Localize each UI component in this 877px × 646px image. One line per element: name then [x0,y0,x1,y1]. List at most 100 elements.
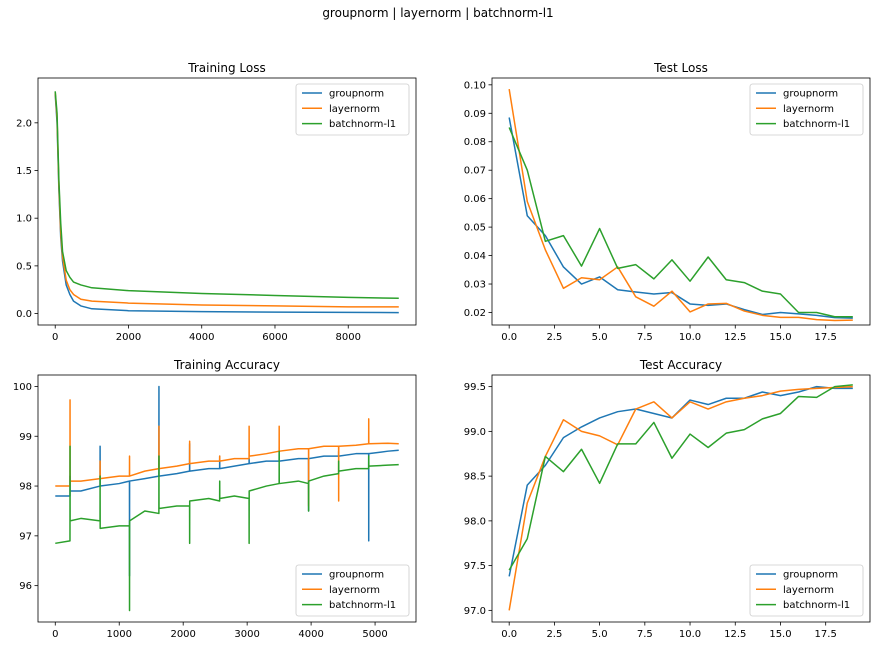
test-accuracy-xtick-label: 0.0 [501,629,517,640]
test-loss-xtick-label: 2.5 [546,332,562,343]
training-accuracy-ytick-label: 97 [19,531,32,542]
training-accuracy-axes-frame [37,374,417,623]
figure-title: groupnorm | layernorm | batchnorm-l1 [322,6,553,20]
training-loss-legend-label-groupnorm: groupnorm [329,89,384,100]
test-accuracy-xtick-label: 15.0 [769,629,791,640]
test-loss-xtick-label: 15.0 [769,332,791,343]
test-loss-ytick-label: 0.05 [464,223,486,234]
training-accuracy-xtick-label: 0 [52,629,58,640]
training-loss-ytick-label: 1.5 [16,166,32,177]
test-loss-series-group [508,88,853,322]
training-accuracy-series-group [55,385,399,612]
test-accuracy-line-groupnorm [508,385,853,577]
training-loss-axes-frame [37,77,417,326]
test-accuracy-legend-box [749,564,864,617]
test-loss-xtick-label: 12.5 [724,332,746,343]
test-loss-legend-box [749,83,864,136]
test-loss-legend-label-batchnorm-l1: batchnorm-l1 [783,119,850,130]
test-loss-axes-frame [491,77,871,326]
test-accuracy-xtick-label: 17.5 [815,629,837,640]
test-accuracy-series-group [508,384,853,611]
training-accuracy-ytick-label: 98 [19,482,32,493]
training-loss-ytick-label: 0.5 [16,261,32,272]
test-loss-legend: groupnorm layernorm batchnorm-l1 [749,83,864,136]
training-accuracy-line-layernorm [55,399,399,507]
test-loss-xtick-label: 7.5 [637,332,653,343]
training-loss-legend-box [295,83,410,136]
training-accuracy-ytick-label: 100 [13,382,32,393]
test-loss-legend-label-layernorm: layernorm [783,104,834,115]
training-accuracy-xtick-label: 3000 [234,629,259,640]
training-accuracy-legend-label-batchnorm-l1: batchnorm-l1 [329,600,396,611]
test-loss-ytick-label: 0.04 [464,251,486,262]
test-loss-xtick-label: 5.0 [592,332,608,343]
training-accuracy-panel: Training Accuracy 0 1000 2000 3000 4000 5000 96… [13,358,417,640]
test-loss-line-layernorm [508,88,853,322]
test-accuracy-legend: groupnorm layernorm batchnorm-l1 [749,564,864,617]
training-accuracy-ytick-label: 96 [19,581,32,592]
test-loss-ytick-label: 0.08 [464,137,486,148]
test-accuracy-panel: Test Accuracy 0.0 2.5 5.0 7.5 10.0 12.5 15.0 17.… [464,358,871,640]
training-loss-xtick-label: 2000 [116,332,141,343]
test-accuracy-axes-frame [491,374,871,623]
test-accuracy-ytick-label: 99.0 [464,427,486,438]
training-accuracy-title: Training Accuracy [173,358,280,372]
training-loss-ytick-label: 2.0 [16,118,32,129]
test-loss-ytick-label: 0.02 [464,308,486,319]
training-loss-line-batchnorm-l1 [54,91,399,300]
test-accuracy-xtick-label: 7.5 [637,629,653,640]
training-accuracy-legend-label-layernorm: layernorm [329,585,380,596]
test-accuracy-xtick-label: 10.0 [679,629,701,640]
test-loss-ytick-label: 0.03 [464,280,486,291]
test-loss-ytick-label: 0.09 [464,109,486,120]
training-accuracy-line-batchnorm-l1 [55,445,399,612]
training-loss-legend-label-layernorm: layernorm [329,104,380,115]
test-accuracy-xtick-label: 2.5 [546,629,562,640]
training-accuracy-line-groupnorm [55,385,399,577]
test-accuracy-line-batchnorm-l1 [508,384,853,571]
test-accuracy-line-layernorm [508,385,853,611]
training-loss-xtick-label: 8000 [336,332,361,343]
training-accuracy-xtick-label: 2000 [170,629,195,640]
test-loss-line-groupnorm [508,117,853,319]
test-accuracy-ytick-label: 98.0 [464,516,486,527]
test-accuracy-xtick-label: 5.0 [592,629,608,640]
training-loss-legend: groupnorm layernorm batchnorm-l1 [295,83,410,136]
training-loss-legend-label-batchnorm-l1: batchnorm-l1 [329,119,396,130]
test-loss-ytick-label: 0.10 [464,80,486,91]
training-loss-panel: Training Loss 0 2000 4000 6000 8000 0.0 0.5 1.0 1… [16,61,417,343]
test-loss-xtick-label: 17.5 [815,332,837,343]
test-loss-ytick-label: 0.07 [464,166,486,177]
test-loss-legend-label-groupnorm: groupnorm [783,89,838,100]
test-accuracy-ytick-label: 97.5 [464,561,486,572]
training-loss-xtick-label: 4000 [189,332,214,343]
test-accuracy-title: Test Accuracy [639,358,722,372]
test-accuracy-legend-label-groupnorm: groupnorm [783,570,838,581]
training-accuracy-xtick-label: 4000 [298,629,323,640]
training-accuracy-xtick-label: 5000 [362,629,387,640]
training-accuracy-ytick-label: 99 [19,432,32,443]
test-accuracy-xtick-label: 12.5 [724,629,746,640]
training-loss-xtick-label: 6000 [262,332,287,343]
training-accuracy-legend: groupnorm layernorm batchnorm-l1 [295,564,410,617]
training-accuracy-legend-label-groupnorm: groupnorm [329,570,384,581]
test-loss-title: Test Loss [653,61,708,75]
test-accuracy-ytick-label: 97.0 [464,606,486,617]
test-accuracy-ytick-label: 99.5 [464,382,486,393]
test-loss-ytick-label: 0.06 [464,194,486,205]
training-loss-xtick-label: 0 [52,332,58,343]
test-accuracy-legend-label-layernorm: layernorm [783,585,834,596]
training-loss-ytick-label: 1.0 [16,214,32,225]
test-loss-xtick-label: 10.0 [679,332,701,343]
test-loss-line-batchnorm-l1 [508,127,853,318]
training-accuracy-xtick-label: 1000 [107,629,132,640]
training-loss-title: Training Loss [187,61,265,75]
test-loss-panel: Test Loss 0.0 2.5 5.0 7.5 10.0 12.5 15.0 17.5 0.0… [464,61,871,343]
training-loss-ytick-label: 0.0 [16,309,32,320]
training-accuracy-legend-box [295,564,410,617]
training-loss-series-group [54,91,399,314]
test-accuracy-legend-label-batchnorm-l1: batchnorm-l1 [783,600,850,611]
test-accuracy-ytick-label: 98.5 [464,472,486,483]
test-loss-xtick-label: 0.0 [501,332,517,343]
